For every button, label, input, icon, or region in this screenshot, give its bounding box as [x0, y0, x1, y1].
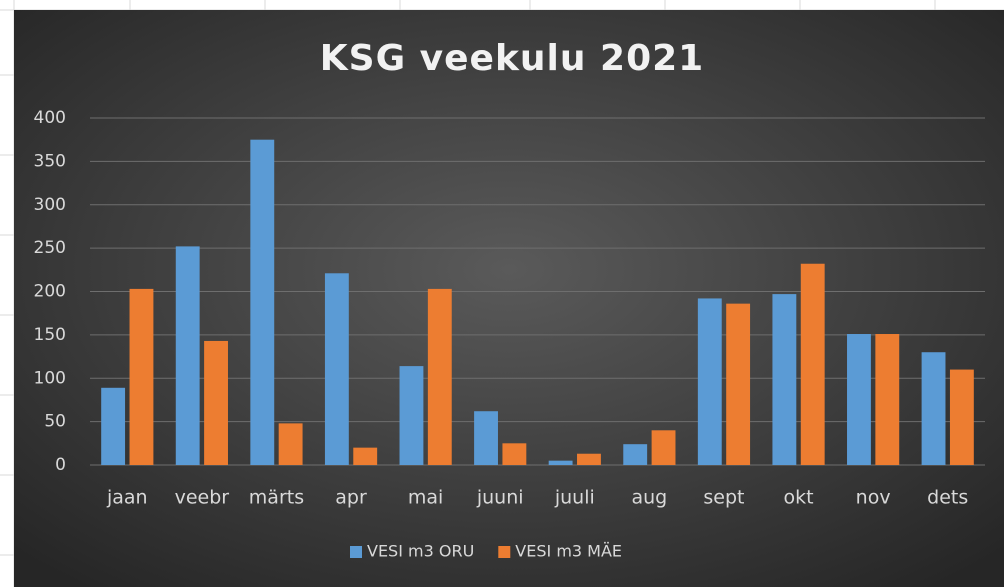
legend-swatch	[498, 546, 511, 558]
x-tick-label: veebr	[175, 487, 230, 509]
bar	[101, 387, 126, 465]
y-tick-label: 250	[34, 238, 66, 258]
bar	[697, 298, 722, 465]
legend-label: VESI m3 ORU	[367, 542, 474, 561]
y-tick-label: 300	[34, 195, 66, 215]
x-tick-label: apr	[335, 487, 367, 509]
y-tick-label: 400	[34, 108, 66, 128]
bar	[847, 334, 871, 465]
y-tick-label: 0	[55, 455, 66, 475]
bar	[548, 460, 573, 465]
x-tick-label: dets	[927, 487, 968, 509]
bar	[324, 273, 349, 465]
y-tick-label: 100	[34, 368, 66, 388]
bar	[129, 288, 154, 465]
bar	[772, 294, 797, 465]
x-tick-label: juuni	[476, 487, 524, 509]
legend-label: VESI m3 MÄE	[515, 542, 622, 561]
bar	[921, 352, 946, 465]
x-tick-label: märts	[249, 487, 304, 509]
y-tick-label: 350	[34, 151, 66, 171]
bar	[726, 303, 751, 465]
bar	[651, 430, 676, 465]
bar	[800, 263, 825, 465]
bar	[399, 366, 424, 465]
y-tick-label: 50	[44, 412, 66, 432]
legend-swatch	[350, 546, 362, 558]
bar	[175, 246, 200, 465]
y-tick-label: 150	[34, 325, 66, 345]
bar	[577, 453, 601, 465]
bar	[250, 139, 275, 465]
y-tick-label: 200	[34, 282, 66, 302]
bar	[502, 443, 527, 465]
bar	[623, 444, 648, 465]
bar	[474, 411, 498, 465]
x-tick-label: juuli	[554, 487, 595, 509]
x-tick-label: aug	[632, 487, 668, 509]
x-tick-label: sept	[703, 487, 744, 509]
x-tick-label: okt	[784, 487, 814, 509]
bar	[427, 288, 452, 465]
bar	[875, 334, 900, 465]
bar	[949, 369, 974, 465]
bar	[278, 423, 303, 465]
bar	[204, 340, 228, 465]
x-tick-label: mai	[408, 487, 443, 509]
bar	[353, 447, 378, 465]
chart-title: KSG veekulu 2021	[320, 38, 704, 79]
x-tick-label: nov	[856, 487, 891, 509]
x-tick-label: jaan	[106, 487, 148, 509]
